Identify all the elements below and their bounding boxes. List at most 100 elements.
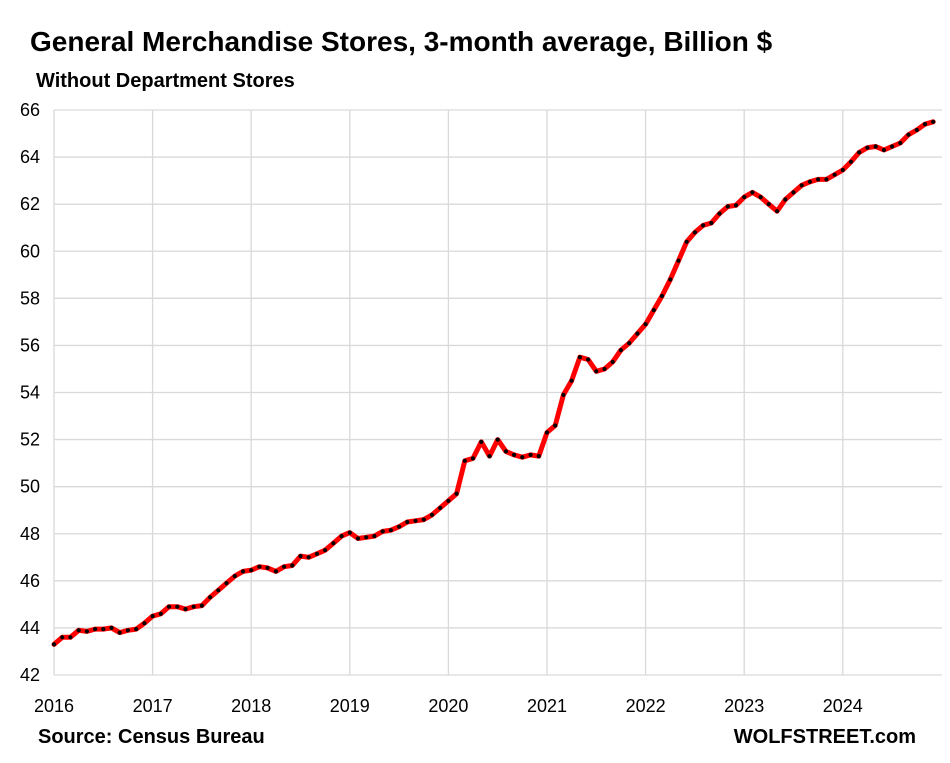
data-point [799, 183, 804, 188]
y-tick-label: 58 [20, 288, 40, 308]
data-point [914, 127, 919, 133]
data-point [421, 517, 426, 522]
data-point [479, 439, 484, 444]
data-point [438, 505, 443, 510]
data-point [561, 392, 566, 397]
x-tick-label: 2018 [231, 696, 271, 716]
data-point [339, 534, 344, 539]
data-point [216, 588, 221, 593]
data-point [60, 635, 65, 640]
data-point [528, 452, 533, 457]
data-point [873, 144, 878, 149]
data-point [659, 293, 665, 299]
data-point [766, 202, 771, 207]
data-point [725, 204, 730, 209]
data-point [364, 535, 369, 540]
data-point [347, 530, 352, 535]
data-point [208, 595, 213, 600]
data-point [314, 551, 319, 556]
data-point [783, 197, 788, 202]
y-axis-ticks: 42 44 46 48 50 52 54 56 58 60 62 64 66 [20, 100, 40, 685]
data-point [881, 147, 887, 153]
data-point [191, 604, 196, 609]
data-point [388, 528, 393, 533]
data-point [298, 554, 303, 559]
data-point [610, 359, 615, 364]
data-point [643, 322, 648, 327]
data-point [372, 534, 377, 539]
data-point [848, 159, 854, 164]
x-tick-label: 2020 [428, 696, 468, 716]
data-point [635, 331, 640, 336]
data-point [520, 455, 525, 460]
data-point [586, 357, 591, 362]
data-point [306, 555, 311, 560]
y-tick-label: 60 [20, 241, 40, 261]
data-point [717, 211, 722, 216]
data-point [618, 348, 624, 353]
data-point [857, 150, 862, 155]
data-point [93, 627, 98, 632]
data-point [323, 548, 328, 553]
x-tick-label: 2021 [527, 696, 567, 716]
data-point [109, 625, 114, 631]
y-tick-label: 52 [20, 430, 40, 450]
data-point [199, 603, 204, 608]
series-line [51, 119, 936, 647]
data-point [791, 190, 796, 195]
data-point [150, 614, 155, 619]
data-point [446, 498, 451, 503]
data-point [257, 564, 262, 569]
data-point [166, 604, 172, 609]
data-point [750, 190, 755, 195]
source-note: Source: Census Bureau [38, 726, 265, 748]
data-point [742, 195, 747, 200]
chart-title: General Merchandise Stores, 3-month aver… [30, 26, 773, 57]
data-point [117, 630, 122, 635]
x-axis-ticks: 2016 2017 2018 2019 2020 2021 2022 2023 2024 [34, 696, 863, 716]
x-tick-label: 2017 [133, 696, 173, 716]
y-tick-label: 46 [20, 571, 40, 591]
data-point [676, 258, 681, 263]
data-point [840, 167, 845, 173]
y-tick-label: 56 [20, 335, 40, 355]
data-point [922, 122, 928, 127]
data-point [51, 642, 57, 647]
data-point [906, 132, 911, 137]
data-point [240, 569, 246, 574]
data-point [158, 611, 163, 616]
data-point [142, 621, 147, 626]
x-tick-label: 2022 [626, 696, 666, 716]
data-point [125, 628, 130, 633]
y-tick-label: 66 [20, 100, 40, 120]
data-point [824, 177, 829, 182]
data-point [931, 119, 936, 124]
data-point [577, 355, 583, 360]
data-point [627, 341, 632, 346]
grid-lines [53, 109, 942, 676]
data-point [454, 491, 459, 496]
data-point [413, 518, 418, 523]
data-point [470, 456, 476, 461]
data-point [282, 564, 287, 569]
brand-watermark: WOLFSTREET.com [733, 726, 916, 748]
data-point [553, 423, 558, 428]
y-tick-label: 44 [20, 618, 40, 638]
y-tick-label: 48 [20, 524, 40, 544]
data-point [380, 529, 385, 534]
data-point [651, 308, 656, 313]
data-point [331, 541, 336, 546]
data-point [816, 177, 821, 182]
data-point [758, 195, 763, 200]
data-point [462, 458, 467, 463]
y-tick-label: 50 [20, 477, 40, 497]
y-tick-label: 62 [20, 194, 40, 214]
data-point [594, 369, 599, 374]
data-point [397, 524, 402, 529]
data-point [668, 277, 673, 282]
data-point [405, 519, 410, 525]
data-point [273, 569, 278, 574]
data-point [134, 627, 139, 632]
data-point [429, 512, 435, 518]
